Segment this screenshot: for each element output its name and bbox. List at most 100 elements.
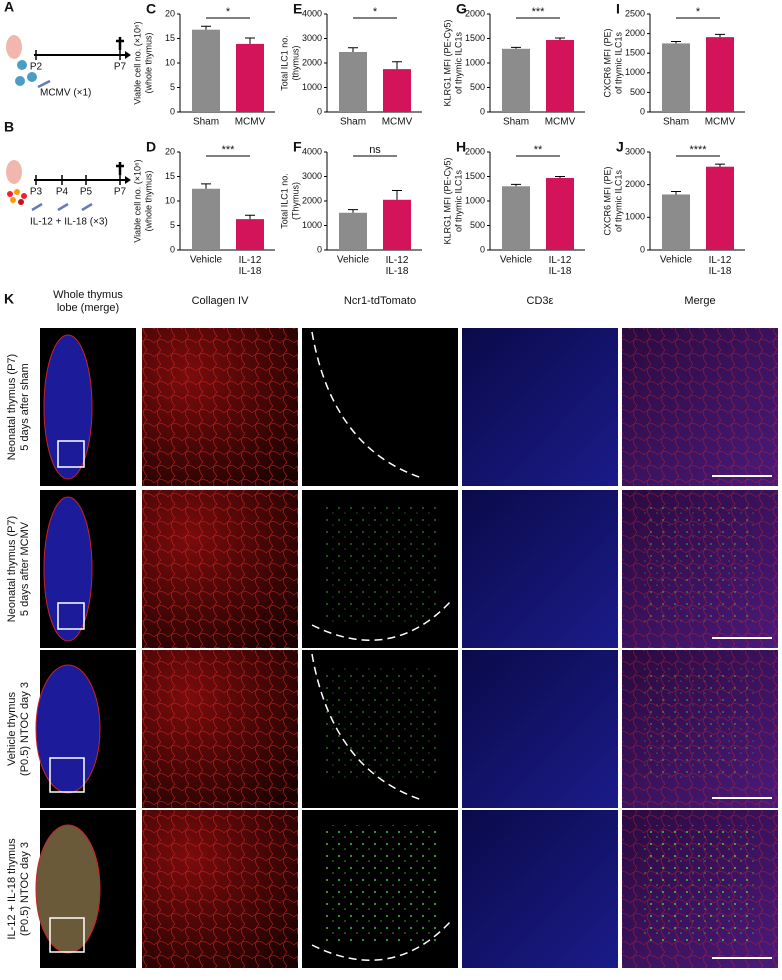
collagen-network bbox=[142, 490, 298, 648]
ilc1-signal bbox=[642, 825, 758, 943]
cytokine-icon bbox=[14, 189, 20, 195]
error-bar bbox=[555, 176, 565, 178]
y-tick-label: 3000 bbox=[302, 171, 322, 181]
significance-label: ** bbox=[534, 144, 543, 156]
tissue-boundary bbox=[311, 653, 423, 801]
virus-icon bbox=[17, 60, 27, 70]
y-axis-label: (whole thymus) bbox=[143, 170, 153, 231]
error-bar bbox=[671, 40, 681, 44]
y-axis-label: KLRG1 MFI (PE-Cy5) bbox=[442, 19, 452, 106]
panel-label: I bbox=[616, 1, 620, 17]
y-axis-label: KLRG1 MFI (PE-Cy5) bbox=[442, 157, 452, 244]
row-label: 5 days after sham bbox=[19, 363, 31, 450]
y-tick-label: 0 bbox=[640, 106, 645, 116]
collagen-network bbox=[142, 810, 298, 968]
bar bbox=[502, 186, 530, 250]
panel-label: D bbox=[146, 139, 156, 155]
collagen-network bbox=[142, 650, 298, 808]
death-cross bbox=[116, 37, 124, 50]
significance-label: * bbox=[696, 6, 701, 18]
y-tick-label: 15 bbox=[165, 33, 175, 43]
row-label: 5 days after MCMV bbox=[19, 521, 31, 616]
zoom-box bbox=[57, 440, 85, 468]
y-axis-label: of thymic ILC1s bbox=[613, 31, 623, 94]
error-bar bbox=[555, 37, 565, 40]
zoom-box bbox=[49, 917, 85, 953]
y-tick-label: 2000 bbox=[302, 57, 322, 67]
cytokine-icon bbox=[18, 199, 24, 205]
y-tick-label: 3000 bbox=[302, 33, 322, 43]
y-tick-label: 2000 bbox=[625, 28, 645, 38]
virus-icon bbox=[15, 76, 25, 86]
category-label: IL-12 IL-18 bbox=[386, 255, 409, 277]
micrograph bbox=[462, 650, 618, 808]
timepoint-label: P4 bbox=[56, 187, 69, 198]
timepoint-label: P2 bbox=[30, 62, 43, 73]
bar bbox=[502, 48, 530, 112]
category-label: IL-12 IL-18 bbox=[239, 255, 262, 277]
category-label: Sham bbox=[663, 117, 689, 128]
panel-label: B bbox=[4, 119, 14, 135]
thymus-lobe bbox=[43, 496, 93, 642]
significance-label: ns bbox=[369, 144, 381, 156]
column-header: CD3ε bbox=[527, 295, 554, 307]
error-bar bbox=[511, 183, 521, 187]
y-axis-label: of thymic ILC1s bbox=[453, 31, 463, 94]
significance-label: * bbox=[373, 6, 378, 18]
row-label: (P0.5) NTOC day 3 bbox=[19, 842, 31, 936]
collagen-network bbox=[142, 328, 298, 486]
ilc1-signal bbox=[642, 505, 758, 623]
y-tick-label: 2000 bbox=[302, 195, 322, 205]
thymus-lobe bbox=[43, 334, 93, 480]
thymus-lobe bbox=[35, 664, 101, 794]
significance-label: **** bbox=[689, 144, 707, 156]
error-bar bbox=[715, 33, 725, 38]
row-label: Vehicle thymus bbox=[6, 692, 18, 766]
y-tick-label: 1000 bbox=[465, 57, 485, 67]
y-tick-label: 5 bbox=[170, 220, 175, 230]
category-label: MCMV bbox=[545, 117, 576, 128]
panel-label: F bbox=[293, 139, 302, 155]
ilc1-signal bbox=[322, 665, 438, 783]
category-label: MCMV bbox=[235, 117, 266, 128]
syringe-icon bbox=[31, 202, 43, 212]
mouse-icon bbox=[6, 160, 22, 184]
y-tick-label: 1500 bbox=[465, 33, 485, 43]
bar bbox=[192, 29, 220, 112]
bar bbox=[339, 51, 367, 112]
error-bar bbox=[201, 25, 211, 30]
y-tick-label: 2000 bbox=[625, 179, 645, 189]
tissue-boundary bbox=[311, 331, 423, 479]
column-header: Ncr1-tdTomato bbox=[344, 295, 416, 307]
bar bbox=[383, 69, 411, 112]
y-tick-label: 500 bbox=[470, 220, 485, 230]
error-bar bbox=[245, 37, 255, 44]
treatment-label: MCMV (×1) bbox=[40, 88, 91, 99]
syringe-icon bbox=[57, 202, 69, 212]
bar bbox=[339, 212, 367, 250]
panel-label: K bbox=[4, 291, 14, 307]
bar bbox=[706, 166, 734, 250]
error-bar bbox=[392, 61, 402, 70]
significance-label: *** bbox=[532, 6, 546, 18]
category-label: Vehicle bbox=[660, 255, 693, 266]
category-label: MCMV bbox=[382, 117, 413, 128]
error-bar bbox=[715, 163, 725, 167]
y-axis-label: (thymus) bbox=[290, 45, 300, 80]
category-label: IL-12 IL-18 bbox=[709, 255, 732, 277]
syringe-icon bbox=[81, 202, 93, 212]
collagen-network bbox=[622, 328, 778, 486]
panel-label: J bbox=[616, 139, 624, 155]
micrograph bbox=[462, 328, 618, 486]
timepoint-label: P5 bbox=[80, 187, 93, 198]
bar bbox=[706, 37, 734, 112]
panel-label: G bbox=[456, 1, 467, 17]
tissue-boundary bbox=[311, 919, 453, 961]
y-tick-label: 0 bbox=[640, 244, 645, 254]
error-bar bbox=[511, 46, 521, 49]
y-axis-label: CXCR6 MFI (PE) bbox=[602, 28, 612, 97]
error-bar bbox=[348, 47, 358, 52]
column-header: Whole thymus bbox=[53, 289, 123, 301]
bar bbox=[546, 39, 574, 112]
